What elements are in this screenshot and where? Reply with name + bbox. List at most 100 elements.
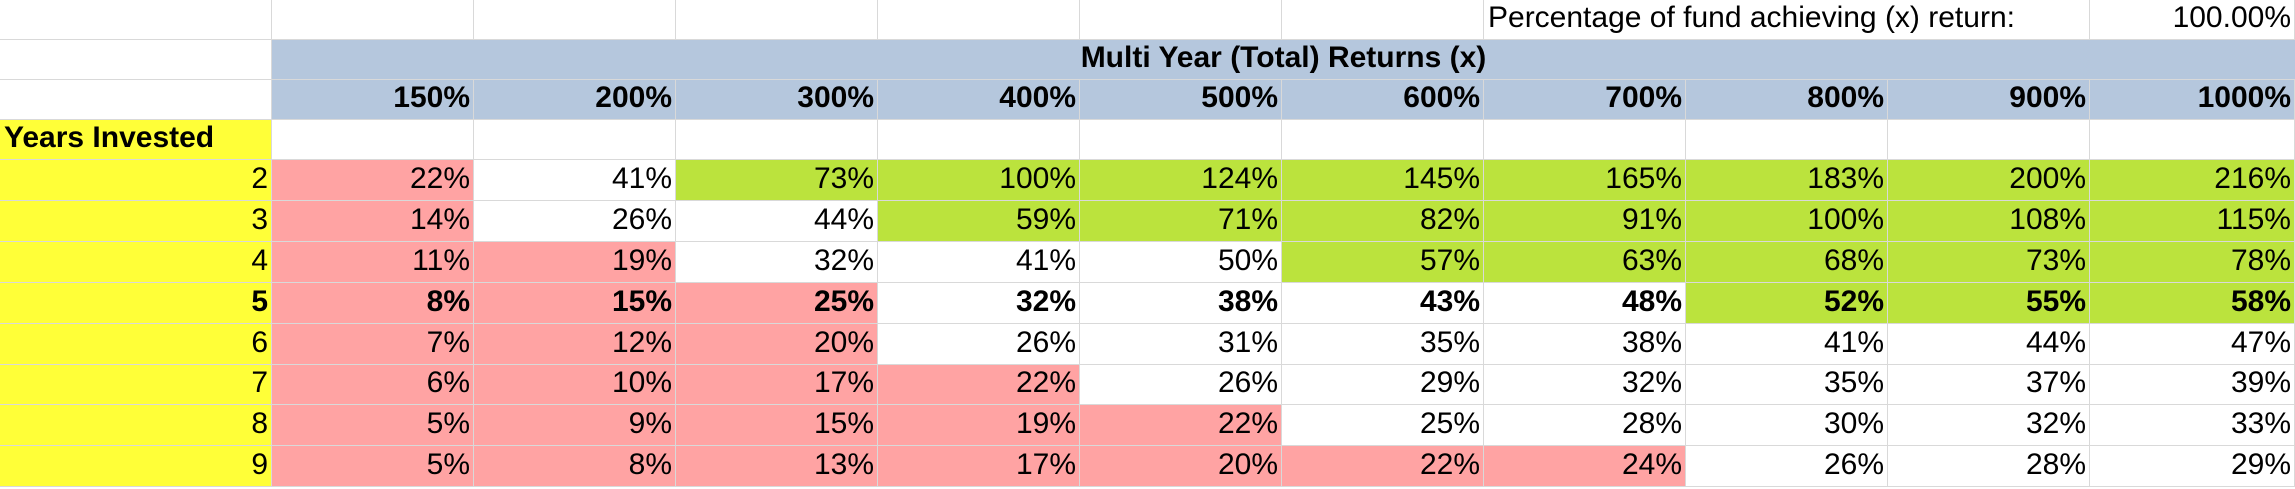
table-cell[interactable]: 48%	[1484, 283, 1686, 324]
table-cell[interactable]: 10%	[474, 365, 676, 405]
table-cell[interactable]: 73%	[676, 160, 878, 201]
table-cell[interactable]: 32%	[676, 242, 878, 283]
column-header[interactable]: 300%	[676, 80, 878, 120]
table-cell[interactable]: 41%	[878, 242, 1080, 283]
column-header[interactable]: 800%	[1686, 80, 1888, 120]
table-cell[interactable]: 14%	[272, 201, 474, 242]
table-cell[interactable]: 33%	[2090, 405, 2295, 446]
table-cell[interactable]: 57%	[1282, 242, 1484, 283]
table-cell[interactable]: 41%	[1686, 324, 1888, 365]
year-label[interactable]: 9	[0, 446, 272, 487]
table-cell[interactable]: 8%	[272, 283, 474, 324]
table-cell[interactable]: 22%	[1282, 446, 1484, 487]
table-cell[interactable]: 44%	[1888, 324, 2090, 365]
table-cell[interactable]: 19%	[474, 242, 676, 283]
table-title[interactable]: Multi Year (Total) Returns (x)	[272, 40, 2295, 80]
table-cell[interactable]: 35%	[1686, 365, 1888, 405]
years-invested-header[interactable]: Years Invested	[0, 120, 272, 160]
table-cell[interactable]: 55%	[1888, 283, 2090, 324]
table-cell[interactable]: 26%	[474, 201, 676, 242]
table-cell[interactable]: 37%	[1888, 365, 2090, 405]
table-cell[interactable]: 26%	[1686, 446, 1888, 487]
table-cell[interactable]: 28%	[1888, 446, 2090, 487]
blank-cell[interactable]	[676, 120, 878, 160]
table-cell[interactable]: 17%	[878, 446, 1080, 487]
table-cell[interactable]: 145%	[1282, 160, 1484, 201]
table-cell[interactable]: 30%	[1686, 405, 1888, 446]
table-cell[interactable]: 35%	[1282, 324, 1484, 365]
year-label[interactable]: 5	[0, 283, 272, 324]
cell-c1[interactable]	[474, 0, 676, 40]
column-header[interactable]: 400%	[878, 80, 1080, 120]
table-cell[interactable]: 71%	[1080, 201, 1282, 242]
year-label[interactable]: 2	[0, 160, 272, 201]
table-cell[interactable]: 15%	[676, 405, 878, 446]
column-header[interactable]: 1000%	[2090, 80, 2295, 120]
table-cell[interactable]: 183%	[1686, 160, 1888, 201]
table-cell[interactable]: 200%	[1888, 160, 2090, 201]
table-cell[interactable]: 41%	[474, 160, 676, 201]
table-cell[interactable]: 115%	[2090, 201, 2295, 242]
table-cell[interactable]: 29%	[1282, 365, 1484, 405]
blank-cell[interactable]	[1080, 120, 1282, 160]
table-cell[interactable]: 20%	[1080, 446, 1282, 487]
table-cell[interactable]: 52%	[1686, 283, 1888, 324]
table-cell[interactable]: 17%	[676, 365, 878, 405]
table-cell[interactable]: 26%	[878, 324, 1080, 365]
blank-cell[interactable]	[272, 120, 474, 160]
column-header[interactable]: 600%	[1282, 80, 1484, 120]
cell-b1[interactable]	[272, 0, 474, 40]
column-header[interactable]: 500%	[1080, 80, 1282, 120]
table-cell[interactable]: 108%	[1888, 201, 2090, 242]
table-cell[interactable]: 11%	[272, 242, 474, 283]
table-cell[interactable]: 9%	[474, 405, 676, 446]
table-cell[interactable]: 22%	[272, 160, 474, 201]
table-cell[interactable]: 28%	[1484, 405, 1686, 446]
table-cell[interactable]: 47%	[2090, 324, 2295, 365]
blank-cell[interactable]	[474, 120, 676, 160]
pct-achieving-label[interactable]: Percentage of fund achieving (x) return:	[1484, 0, 2090, 40]
table-cell[interactable]: 26%	[1080, 365, 1282, 405]
table-cell[interactable]: 29%	[2090, 446, 2295, 487]
blank-cell[interactable]	[878, 120, 1080, 160]
column-header[interactable]: 900%	[1888, 80, 2090, 120]
table-cell[interactable]: 58%	[2090, 283, 2295, 324]
table-cell[interactable]: 73%	[1888, 242, 2090, 283]
cell-e1[interactable]	[878, 0, 1080, 40]
year-label[interactable]: 8	[0, 405, 272, 446]
blank-cell[interactable]	[1686, 120, 1888, 160]
table-cell[interactable]: 22%	[1080, 405, 1282, 446]
table-cell[interactable]: 7%	[272, 324, 474, 365]
cell-a2[interactable]	[0, 40, 272, 80]
year-label[interactable]: 3	[0, 201, 272, 242]
table-cell[interactable]: 59%	[878, 201, 1080, 242]
table-cell[interactable]: 12%	[474, 324, 676, 365]
cell-a1[interactable]	[0, 0, 272, 40]
table-cell[interactable]: 25%	[676, 283, 878, 324]
table-cell[interactable]: 22%	[878, 365, 1080, 405]
table-cell[interactable]: 6%	[272, 365, 474, 405]
cell-g1[interactable]	[1282, 0, 1484, 40]
table-cell[interactable]: 78%	[2090, 242, 2295, 283]
cell-a3[interactable]	[0, 80, 272, 120]
blank-cell[interactable]	[1282, 120, 1484, 160]
blank-cell[interactable]	[2090, 120, 2295, 160]
table-cell[interactable]: 5%	[272, 446, 474, 487]
table-cell[interactable]: 100%	[878, 160, 1080, 201]
table-cell[interactable]: 124%	[1080, 160, 1282, 201]
table-cell[interactable]: 20%	[676, 324, 878, 365]
column-header[interactable]: 700%	[1484, 80, 1686, 120]
table-cell[interactable]: 38%	[1080, 283, 1282, 324]
year-label[interactable]: 7	[0, 365, 272, 405]
pct-achieving-value[interactable]: 100.00%	[2090, 0, 2295, 40]
table-cell[interactable]: 82%	[1282, 201, 1484, 242]
table-cell[interactable]: 100%	[1686, 201, 1888, 242]
table-cell[interactable]: 91%	[1484, 201, 1686, 242]
table-cell[interactable]: 44%	[676, 201, 878, 242]
table-cell[interactable]: 39%	[2090, 365, 2295, 405]
column-header[interactable]: 200%	[474, 80, 676, 120]
table-cell[interactable]: 38%	[1484, 324, 1686, 365]
year-label[interactable]: 6	[0, 324, 272, 365]
table-cell[interactable]: 32%	[1484, 365, 1686, 405]
table-cell[interactable]: 5%	[272, 405, 474, 446]
